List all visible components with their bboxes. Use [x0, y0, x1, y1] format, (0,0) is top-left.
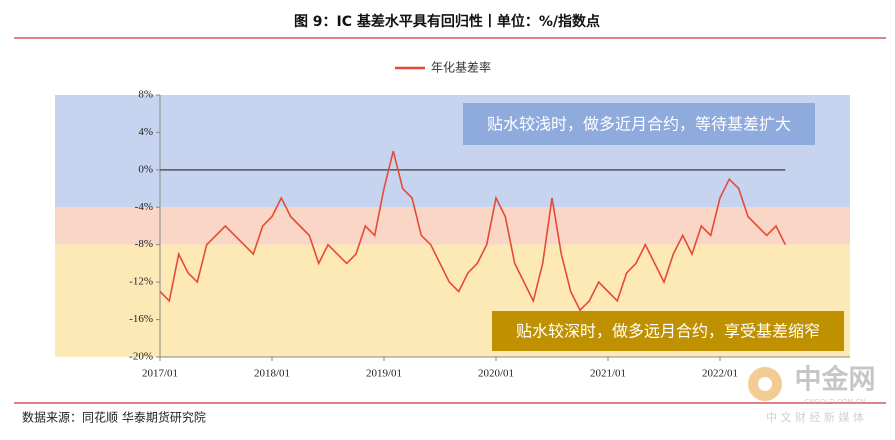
source: 数据来源：同花顺 华泰期货研究院 — [22, 410, 206, 425]
band — [55, 207, 850, 245]
x-tick-label: 2021/01 — [590, 368, 626, 380]
annotation-text: 贴水较浅时，做多近月合约，等待基差扩大 — [487, 115, 791, 134]
watermark-logo — [758, 377, 772, 391]
watermark-tagline: 中 文 财 经 新 媒 体 — [766, 410, 864, 424]
y-tick-label: -8% — [135, 238, 153, 250]
x-tick-label: 2017/01 — [142, 368, 178, 380]
watermark: 中金网 CNGOLD.COM.CN 中 文 财 经 新 媒 体 — [748, 364, 876, 424]
y-tick-label: 8% — [138, 89, 153, 101]
x-tick-label: 2022/01 — [702, 368, 738, 380]
y-tick-label: 4% — [138, 126, 153, 138]
y-tick-label: -12% — [129, 276, 153, 288]
plot-area: -20% -16% -12% -8% -4% 0% 4% 8% 2017/01 2018/01 20… — [55, 60, 850, 380]
y-tick-label: -4% — [135, 201, 153, 213]
x-tick-label: 2018/01 — [254, 368, 290, 380]
annotation-box — [463, 103, 815, 145]
x-tick-label: 2019/01 — [366, 368, 402, 380]
x-tick-label: 2020/01 — [478, 368, 514, 380]
annotation-box — [492, 311, 844, 351]
watermark-url: CNGOLD.COM.CN — [804, 398, 865, 406]
annotation-text: 贴水较深时，做多远月合约，享受基差缩窄 — [516, 322, 820, 341]
watermark-name: 中金网 — [795, 364, 876, 396]
y-tick-label: -16% — [129, 313, 153, 325]
y-tick-label: -20% — [129, 351, 153, 363]
y-tick-label: 0% — [138, 163, 153, 175]
legend-label: 年化基差率 — [431, 60, 491, 75]
series-line — [159, 150, 787, 312]
chart-title: 图 9：IC 基差水平具有回归性丨单位：%/指数点 — [294, 13, 600, 30]
